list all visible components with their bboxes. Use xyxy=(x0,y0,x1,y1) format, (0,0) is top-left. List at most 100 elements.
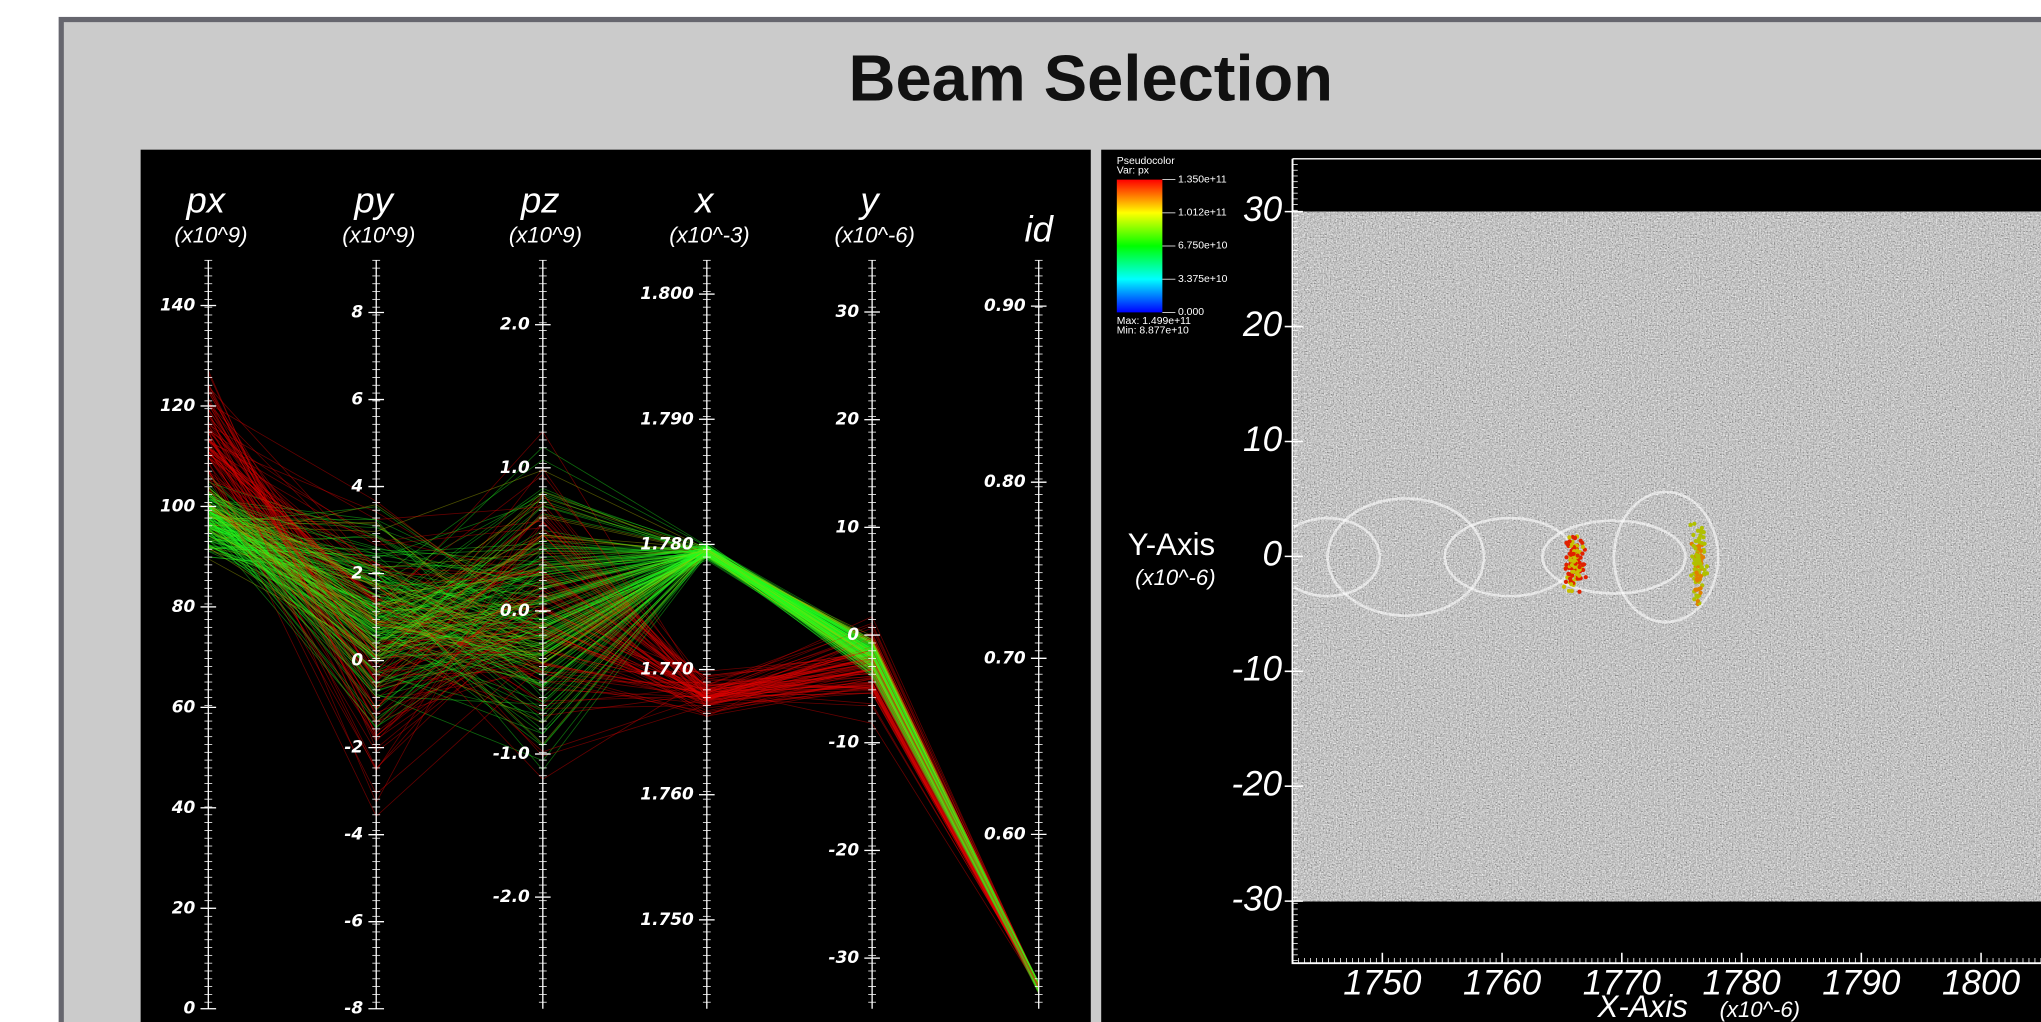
record-line xyxy=(207,439,1040,987)
record-line xyxy=(208,505,1040,987)
record-line xyxy=(208,488,1040,984)
particle xyxy=(1569,582,1574,587)
record-line xyxy=(208,403,1040,989)
particle xyxy=(1688,522,1693,527)
record-line xyxy=(208,491,1040,994)
record-line xyxy=(208,457,1040,992)
record-line xyxy=(207,383,1040,990)
field-noise xyxy=(1293,211,2041,902)
wake-structure xyxy=(1541,519,1687,595)
particle xyxy=(1696,553,1701,558)
record-line xyxy=(208,479,1040,989)
record-line xyxy=(208,509,1040,988)
slide-title: Beam Selection xyxy=(849,41,1334,114)
record-line xyxy=(208,504,1040,988)
record-line xyxy=(208,527,1040,988)
record-line xyxy=(208,442,1040,987)
record-line xyxy=(208,517,1040,988)
record-line xyxy=(208,475,1040,987)
record-line xyxy=(208,424,1040,989)
record-line xyxy=(208,509,1040,987)
record-line xyxy=(208,528,1040,984)
record-line xyxy=(208,521,1040,987)
axis-unit: (x10^9) xyxy=(174,223,247,248)
particle xyxy=(1698,590,1703,595)
record-line xyxy=(208,520,1040,987)
particle xyxy=(1699,525,1704,531)
particle xyxy=(1577,560,1582,565)
record-line xyxy=(208,512,1040,988)
record-line xyxy=(208,429,1040,987)
record-line xyxy=(207,453,1040,986)
record-line xyxy=(208,451,1040,992)
record-line xyxy=(208,525,1040,990)
record-line xyxy=(207,472,1040,987)
record-line xyxy=(208,494,1040,988)
record-line xyxy=(208,414,1040,990)
record-line xyxy=(208,512,1040,986)
record-line xyxy=(208,472,1040,985)
record-line xyxy=(208,541,1040,987)
record-line xyxy=(208,548,1040,985)
record-line xyxy=(208,457,1040,988)
record-line xyxy=(208,504,1040,988)
tick-label: 0.0 xyxy=(500,600,530,620)
record-line xyxy=(208,517,1040,986)
record-line xyxy=(208,522,1040,987)
parallel-panel xyxy=(140,149,1091,1022)
record-line xyxy=(208,516,1040,987)
particle xyxy=(1701,535,1706,540)
record-line xyxy=(207,422,1040,986)
record-line xyxy=(208,534,1040,990)
record-line xyxy=(208,486,1040,989)
record-line xyxy=(208,527,1040,990)
particle xyxy=(1568,552,1573,557)
tick-label: 1.770 xyxy=(640,659,694,679)
particle xyxy=(1574,548,1580,553)
particle xyxy=(1702,571,1707,576)
legend-label: 1.350e+11 xyxy=(1178,174,1227,185)
colorbar xyxy=(1116,179,1163,313)
record-line xyxy=(207,428,1040,990)
record-line xyxy=(208,532,1040,989)
tick-label: 30 xyxy=(836,301,860,321)
tick-label: -30 xyxy=(1231,879,1282,918)
record-line xyxy=(208,511,1040,983)
record-line xyxy=(208,516,1040,989)
record-line xyxy=(208,519,1040,989)
record-line xyxy=(208,514,1040,990)
axis-name: py xyxy=(353,180,395,221)
particle xyxy=(1580,544,1585,549)
tick-label: 1.0 xyxy=(500,457,530,477)
record-line xyxy=(208,550,1040,985)
tick-label: -10 xyxy=(1231,650,1282,689)
record-line xyxy=(208,546,1040,991)
legend-variable: Var: px xyxy=(1117,165,1150,176)
pseudocolor-plot: -30 -20 -10 0 10 20 30 1750 1760 1770 1780 1790 1800… xyxy=(1116,156,2041,1022)
record-line xyxy=(208,503,1040,984)
record-line xyxy=(208,508,1040,986)
record-line xyxy=(208,535,1040,988)
y-axis-unit: (x10^-6) xyxy=(1135,565,1215,590)
record-line xyxy=(208,496,1040,990)
record-line xyxy=(208,447,1040,990)
record-line xyxy=(208,547,1040,988)
record-line xyxy=(208,498,1040,988)
record-line xyxy=(208,487,1040,991)
record-line xyxy=(208,499,1040,993)
record-line xyxy=(208,505,1040,990)
record-line xyxy=(208,509,1040,984)
record-line xyxy=(208,523,1040,990)
tick-label: -10 xyxy=(829,732,860,752)
record-line xyxy=(208,428,1040,989)
tick-label: 100 xyxy=(160,495,196,515)
tick-label: -20 xyxy=(1231,764,1282,803)
record-line xyxy=(208,495,1040,992)
particle xyxy=(1575,553,1580,558)
record-line xyxy=(208,490,1040,987)
record-line xyxy=(208,431,1040,988)
record-line xyxy=(208,511,1040,987)
legend-label: 1.012e+11 xyxy=(1178,208,1227,219)
record-line xyxy=(208,505,1040,984)
record-line xyxy=(208,504,1040,989)
